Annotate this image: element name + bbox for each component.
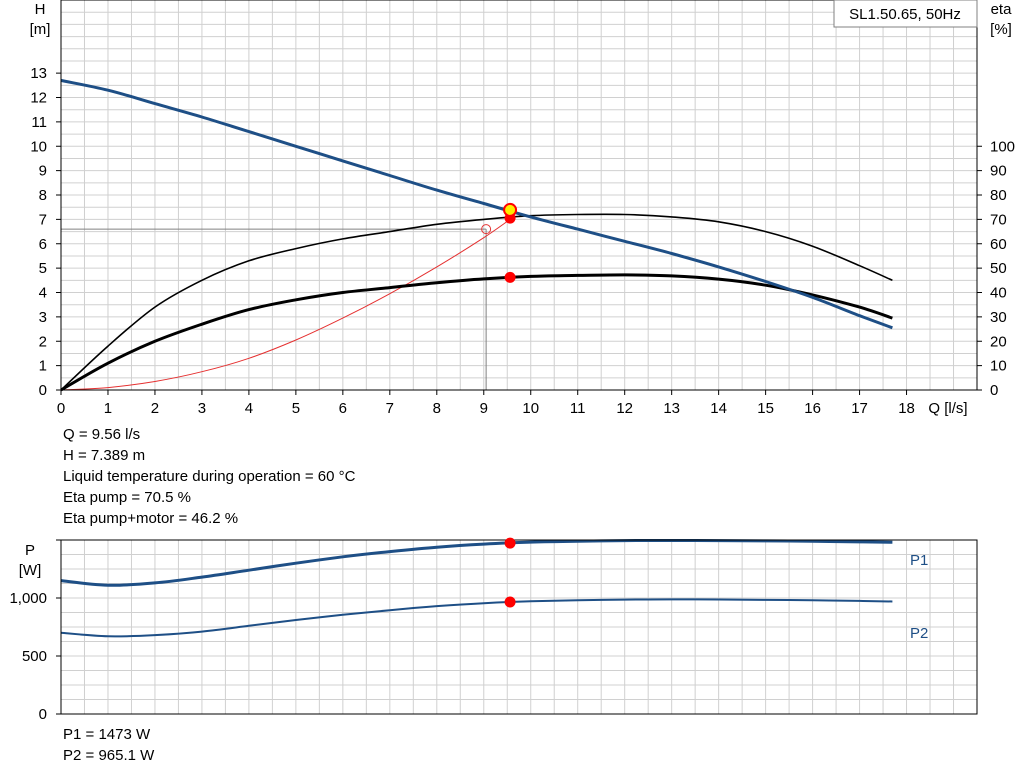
model-label-box: [833, 0, 978, 28]
duty-point-readouts: Q = 9.56 l/s H = 7.389 m Liquid temperat…: [63, 424, 355, 529]
y-axis-label-eta: eta: [991, 1, 1013, 18]
x-tick-label: 14: [710, 400, 727, 417]
x-tick-label: 3: [198, 400, 206, 417]
y-axis-label-p: P: [25, 542, 35, 559]
model-label: SL1.50.65, 50Hz: [849, 6, 961, 23]
y-tick-label-left: 6: [39, 236, 47, 253]
y-tick-label-power: 1,000: [9, 590, 47, 607]
x-tick-label: 9: [480, 400, 488, 417]
axes: [56, 0, 982, 715]
y-tick-label-power: 0: [39, 706, 47, 723]
y-tick-label-right: 70: [990, 211, 1007, 228]
x-tick-label: 7: [386, 400, 394, 417]
y-tick-label-left: 5: [39, 260, 47, 277]
p1-curve: [60, 539, 893, 587]
eta-total-curve: [60, 273, 893, 392]
legend-p2: P2: [910, 625, 928, 642]
y-tick-label-right: 90: [990, 163, 1007, 180]
x-tick-label: 6: [339, 400, 347, 417]
curves: [60, 78, 893, 638]
duty-point-marker: [503, 202, 518, 217]
x-tick-label: 18: [898, 400, 915, 417]
x-tick-label: 4: [245, 400, 253, 417]
y-tick-label-left: 10: [30, 138, 47, 155]
y-tick-label-right: 20: [990, 333, 1007, 350]
x-tick-label: 13: [663, 400, 680, 417]
y-tick-label-right: 100: [990, 138, 1015, 155]
head-chart-grid: [61, 0, 977, 390]
x-tick-label: 5: [292, 400, 300, 417]
reference-point-marker: [481, 224, 492, 235]
p1-marker: [504, 537, 516, 549]
x-tick-label: 17: [851, 400, 868, 417]
y-axis-label-h: H: [35, 1, 46, 18]
y-tick-label-left: 0: [39, 382, 47, 399]
y-axis-label-p-unit: [W]: [19, 562, 42, 579]
y-tick-label-right: 30: [990, 309, 1007, 326]
y-tick-label-left: 4: [39, 285, 47, 302]
legend-p1: P1: [910, 552, 928, 569]
x-axis-label: Q [l/s]: [928, 400, 967, 417]
readout-p2: P2 = 965.1 W: [63, 747, 155, 764]
power-chart-frame: [60, 539, 978, 715]
readout-temperature: Liquid temperature during operation = 60…: [63, 468, 356, 485]
readout-q: Q = 9.56 l/s: [63, 426, 141, 443]
x-tick-label: 1: [104, 400, 112, 417]
tick-labels: 0 1 2 3 4 5 6 7 8 9 10 11 12 13 14 15 16 17 18012345678910…: [9, 65, 1015, 723]
power-chart-grid: [61, 540, 977, 714]
y-tick-label-right: 80: [990, 187, 1007, 204]
readout-h: H = 7.389 m: [63, 447, 146, 464]
y-tick-label-left: 1: [39, 358, 47, 375]
y-tick-label-right: 0: [990, 382, 998, 399]
y-axis-label-h-unit: [m]: [30, 21, 51, 38]
y-tick-label-right: 60: [990, 236, 1007, 253]
y-tick-label-left: 7: [39, 211, 47, 228]
x-tick-label: 0: [57, 400, 65, 417]
x-tick-label: 11: [570, 400, 586, 417]
x-tick-label: 8: [433, 400, 441, 417]
eta-pump-curve: [60, 213, 893, 391]
y-tick-label-power: 500: [22, 648, 47, 665]
power-readouts: P1 = 1473 W P2 = 965.1 W: [63, 724, 154, 766]
y-tick-label-left: 11: [31, 114, 47, 131]
y-tick-label-left: 8: [39, 187, 47, 204]
y-tick-label-right: 40: [990, 285, 1007, 302]
y-tick-label-right: 50: [990, 260, 1007, 277]
p2-curve: [60, 598, 893, 638]
y-tick-label-left: 2: [39, 333, 47, 350]
readout-p1: P1 = 1473 W: [63, 726, 151, 743]
p2-marker: [504, 596, 516, 608]
x-tick-label: 15: [757, 400, 774, 417]
x-tick-label: 16: [804, 400, 821, 417]
y-tick-label-left: 9: [39, 163, 47, 180]
x-tick-label: 2: [151, 400, 159, 417]
y-tick-label-right: 10: [990, 358, 1007, 375]
x-tick-label: 12: [616, 400, 633, 417]
y-axis-label-eta-unit: [%]: [990, 21, 1012, 38]
duty-markers: [481, 202, 518, 608]
y-tick-label-left: 13: [30, 65, 47, 82]
readout-eta-pump: Eta pump = 70.5 %: [63, 489, 191, 506]
y-tick-label-left: 3: [39, 309, 47, 326]
y-tick-label-left: 12: [30, 90, 47, 107]
readout-eta-total: Eta pump+motor = 46.2 %: [63, 510, 239, 527]
head-curve: [60, 78, 893, 330]
x-tick-label: 10: [522, 400, 539, 417]
npsh-curve: [60, 218, 511, 391]
eta-total-marker: [504, 271, 516, 283]
